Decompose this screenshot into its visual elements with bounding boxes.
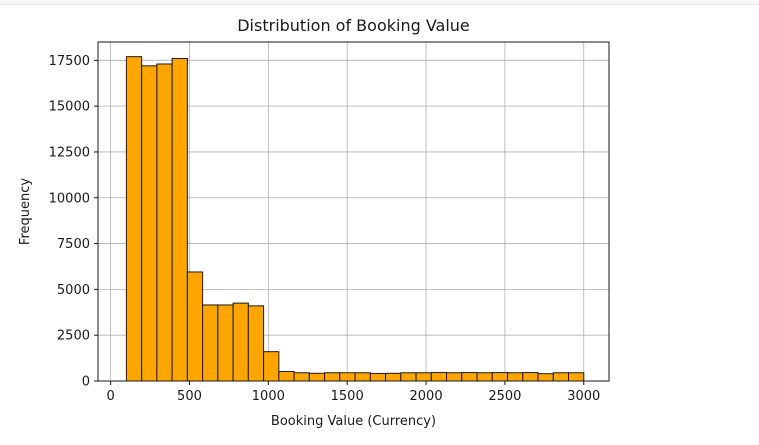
y-tick-label: 7500 [57,237,90,252]
y-tick-label: 10000 [49,191,90,206]
histogram-bar [552,372,570,382]
x-tick-label: 1000 [252,389,285,404]
histogram-bar [263,351,280,382]
x-tick-label: 500 [177,389,202,404]
y-tick-label: 5000 [57,283,90,298]
y-axis-label: Frequency [18,178,33,245]
y-tick-label: 17500 [49,54,90,69]
x-tick-label: 3000 [567,389,600,404]
y-tick-label: 15000 [49,100,90,115]
histogram-bar [354,372,371,382]
histogram-bar [324,372,341,382]
histogram-bar [507,372,524,382]
histogram-bar [385,372,402,382]
x-axis-ticks: 0 500 1000 1500 2000 2500 3000 [106,381,600,404]
cell-top-border [0,0,759,5]
histogram-bar [232,302,249,382]
histogram-bar [537,373,554,382]
histogram-bar [125,56,143,382]
histogram-bar [430,372,448,382]
histogram-bar [568,372,585,382]
plot-area-frame [97,41,610,382]
y-tick-label: 12500 [49,145,90,160]
y-tick-label: 2500 [57,329,90,344]
y-tick-label: 0 [82,375,90,390]
histogram-bar [247,305,265,382]
histogram-bar [522,372,539,382]
y-axis-ticks: 0 2500 5000 7500 10000 12500 15000 17500 [49,54,98,390]
histogram-bar [141,65,158,382]
histogram-bar [186,271,204,382]
histogram-bar [400,372,417,382]
x-axis-label: Booking Value (Currency) [271,414,436,429]
histogram-bars [125,56,585,382]
histogram-bar [476,372,493,382]
x-tick-label: 2500 [488,389,521,404]
chart-title: Distribution of Booking Value [237,16,470,35]
histogram-bar [339,372,356,382]
x-tick-label: 0 [106,389,114,404]
x-tick-label: 2000 [410,389,443,404]
histogram-bar [415,372,432,382]
histogram-bar [446,372,463,382]
histogram-bar [278,370,295,382]
histogram-bar [369,372,387,382]
histogram-bar [217,304,234,382]
histogram-bar [171,57,188,382]
histogram-bar [491,372,509,382]
histogram-bar [308,372,326,382]
histogram-bar [202,304,219,382]
histogram-bar [293,372,310,382]
histogram-bar [156,63,173,382]
histogram-bar [461,372,478,382]
x-tick-label: 1500 [331,389,364,404]
